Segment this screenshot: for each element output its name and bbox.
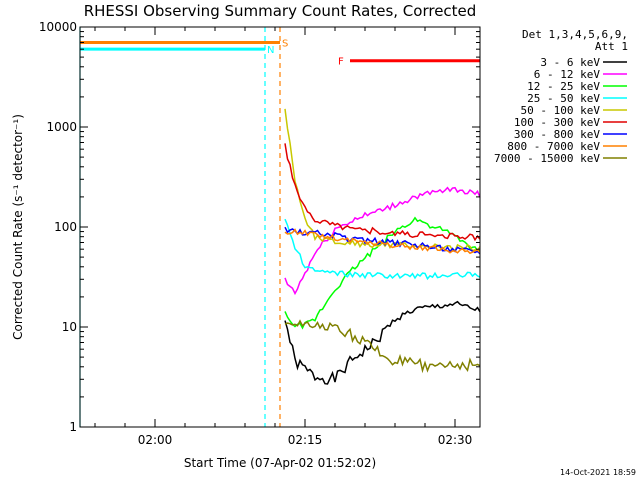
series-line-7: [284, 228, 481, 255]
legend-header-0: Det 1,3,4,5,6,9,: [522, 28, 628, 41]
flag-label-f: F: [338, 57, 344, 68]
series-line-5: [284, 143, 481, 242]
legend-label-5: 100 - 300 keV: [514, 116, 600, 129]
y-tick-label-4: 10000: [39, 20, 77, 34]
x-tick-label-1: 02:15: [288, 433, 323, 447]
series-line-0: [284, 300, 481, 385]
legend-header-1: Att 1: [595, 40, 628, 53]
legend-label-0: 3 - 6 keV: [540, 56, 600, 69]
legend-label-7: 800 - 7000 keV: [507, 140, 600, 153]
series-line-6: [284, 226, 481, 255]
status-flags: SN F: [80, 38, 480, 68]
flag-label-n: N: [267, 45, 274, 56]
y-tick-label-2: 100: [54, 220, 77, 234]
x-axis-label: Start Time (07-Apr-02 01:52:02): [184, 456, 376, 470]
x-axis-ticks: 02:00 02:15 02:30: [94, 27, 473, 447]
y-tick-label-3: 1000: [46, 120, 77, 134]
legend-label-2: 12 - 25 keV: [527, 80, 600, 93]
series-line-8: [284, 319, 481, 374]
x-tick-label-2: 02:30: [438, 433, 473, 447]
chart-title: RHESSI Observing Summary Count Rates, Co…: [84, 2, 477, 20]
y-tick-label-0: 1: [69, 420, 77, 434]
legend-label-3: 25 - 50 keV: [527, 92, 600, 105]
timestamp: 14-Oct-2021 18:59: [560, 468, 636, 477]
series-lines: [284, 108, 481, 385]
legend-label-8: 7000 - 15000 keV: [494, 152, 600, 165]
legend-label-6: 300 - 800 keV: [514, 128, 600, 141]
flag-label-s: S: [282, 38, 288, 49]
series-line-1: [284, 186, 481, 296]
series-line-3: [284, 218, 481, 281]
y-axis-ticks: 1 10 100 1000 10000: [39, 20, 480, 434]
x-tick-label-0: 02:00: [138, 433, 173, 447]
legend-label-1: 6 - 12 keV: [534, 68, 601, 81]
legend-label-4: 50 - 100 keV: [521, 104, 601, 117]
y-tick-label-1: 10: [62, 320, 77, 334]
y-axis-label: Corrected Count Rate (s⁻¹ detector⁻¹): [11, 114, 25, 340]
